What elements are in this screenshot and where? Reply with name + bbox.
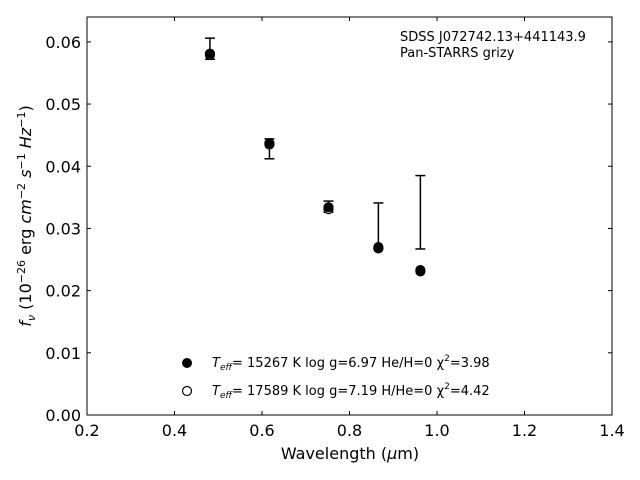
y-tick-label: 0.02 [45,282,81,301]
x-tick-label: 1.0 [424,421,449,440]
model-point-filled [415,265,426,276]
data-layer [204,37,426,277]
model-point-filled [373,241,384,253]
model-point-filled [323,202,334,213]
y-tick-label: 0.03 [45,219,81,238]
ticks-layer: 0.2 0.4 0.6 0.8 1.0 1.2 1.4 0.00 0.01 0.02 0.03 0.0… [45,17,625,440]
error-bar [415,174,426,250]
annotation-line-1: SDSS J072742.13+441143.9 [400,30,586,45]
model-point-filled [264,138,275,149]
legend-marker-filled [182,358,192,368]
model-point-filled [204,48,216,59]
x-tick-label: 1.2 [512,421,537,440]
annotation-line-2: Pan-STARRS grizy [400,46,515,61]
y-tick-label: 0.04 [45,157,81,176]
x-tick-label: 0.8 [337,421,362,440]
y-tick-label: 0.00 [45,406,81,425]
x-tick-label: 0.4 [162,421,187,440]
legend: Teff= 15267 K log g=6.97 He/H=0 χ2=3.98 … [181,354,490,401]
legend-label-2: Teff= 17589 K log g=7.19 H/He=0 χ2=4.42 [212,382,490,401]
x-tick-label: 0.2 [74,421,99,440]
x-tick-label: 0.6 [249,421,274,440]
legend-marker-open [181,385,193,397]
y-tick-label: 0.05 [45,95,81,114]
y-tick-label: 0.01 [45,344,81,363]
legend-label-1: Teff= 15267 K log g=6.97 He/H=0 χ2=3.98 [212,354,490,373]
y-axis-label: fν (10−26 erg cm−2 s−1 Hz−1) [15,105,38,326]
y-tick-label: 0.06 [45,33,81,52]
x-axis-label: Wavelength (μm) [281,444,419,463]
x-tick-label: 1.4 [599,421,624,440]
plot-frame [86,16,613,416]
